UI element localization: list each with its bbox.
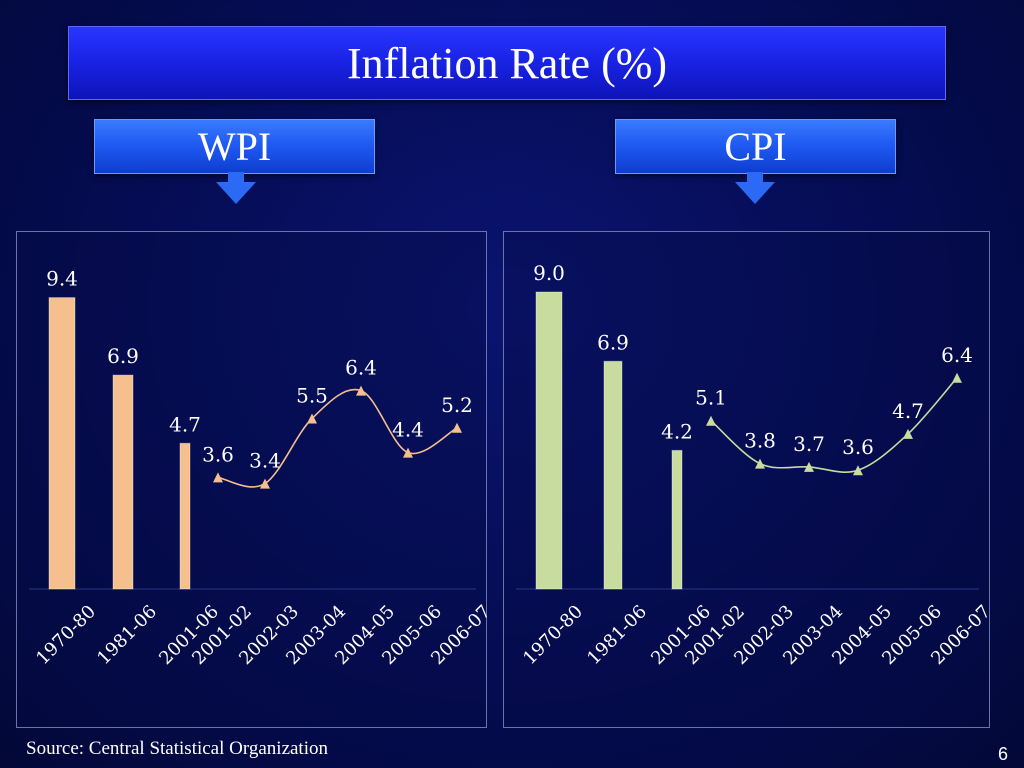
- cpi-chart: 9.0 6.9 4.25.1 3.8 3.7 3.6 4.7 6.4 1970-801981-0…: [516, 261, 991, 669]
- page-number: 6: [998, 744, 1009, 764]
- wpi-header-label: WPI: [197, 124, 272, 169]
- cpi-line-label: 3.6: [842, 435, 874, 459]
- cpi-chart-panel: 9.0 6.9 4.2 5.1 3.8 3.7 3.6 4.7 6.4 1970-80 1981-0…: [503, 231, 991, 728]
- wpi-chart: 9.4 6.9 4.73.6 3.4 5.5 6.4 4.4 5.2 1970-801981-0…: [29, 267, 488, 669]
- wpi-line-point: [452, 422, 462, 433]
- wpi-line-label: 6.4: [345, 356, 377, 380]
- wpi-bar: [112, 374, 134, 590]
- wpi-chart-panel: 9.4 6.9 4.7 3.6 3.4 5.5 6.4 4.4 5.2 1970-80 1981-0…: [16, 231, 488, 728]
- title-bar: Inflation Rate (%): [68, 26, 946, 100]
- cpi-line-label: 5.1: [695, 386, 727, 410]
- cpi-line-point: [903, 428, 913, 439]
- source-note: Source: Central Statistical Organization: [26, 738, 328, 759]
- cpi-bar-label: 4.2: [661, 419, 693, 443]
- cpi-line-point: [952, 372, 962, 383]
- wpi-bar-label: 6.9: [107, 344, 139, 368]
- cpi-header-button[interactable]: CPI: [615, 119, 896, 174]
- wpi-line-point: [403, 447, 413, 458]
- cpi-line-label: 4.7: [892, 399, 924, 423]
- cpi-bar: [671, 449, 683, 590]
- cpi-category-label: 1981-06: [583, 601, 651, 669]
- wpi-bar-label: 4.7: [169, 412, 201, 436]
- cpi-bar: [603, 360, 623, 590]
- wpi-line-point: [260, 478, 270, 489]
- wpi-bar: [48, 297, 76, 590]
- wpi-category-label: 1981-06: [93, 601, 161, 669]
- cpi-bar-label: 6.9: [597, 330, 629, 354]
- cpi-line-point: [755, 458, 765, 469]
- wpi-line-label: 3.6: [202, 442, 234, 466]
- cpi-line-point: [706, 415, 716, 426]
- wpi-header-button[interactable]: WPI: [94, 119, 375, 174]
- wpi-line-label: 4.4: [392, 418, 424, 442]
- cpi-line-label: 3.8: [744, 429, 776, 453]
- cpi-category-label: 1970-80: [519, 601, 587, 669]
- wpi-line-label: 5.5: [296, 384, 328, 408]
- cpi-line-label: 3.7: [793, 432, 825, 456]
- wpi-down-arrow-icon: [216, 172, 256, 204]
- cpi-bar-label: 9.0: [533, 261, 565, 285]
- cpi-down-arrow-icon: [735, 172, 775, 204]
- wpi-line-point: [213, 472, 223, 483]
- page-title: Inflation Rate (%): [346, 38, 668, 88]
- wpi-bar-label: 9.4: [46, 267, 78, 291]
- wpi-line-point: [307, 413, 317, 424]
- wpi-line-label: 5.2: [441, 393, 473, 417]
- cpi-line-point: [804, 461, 814, 472]
- cpi-header-label: CPI: [724, 124, 787, 169]
- wpi-bar: [179, 442, 191, 590]
- cpi-bar: [535, 291, 563, 590]
- wpi-line-label: 3.4: [249, 449, 281, 473]
- wpi-line-point: [356, 385, 366, 396]
- cpi-line-point: [853, 465, 863, 476]
- wpi-category-label: 1970-80: [32, 601, 100, 669]
- cpi-trend-line: [710, 377, 958, 473]
- cpi-line-label: 6.4: [941, 343, 973, 367]
